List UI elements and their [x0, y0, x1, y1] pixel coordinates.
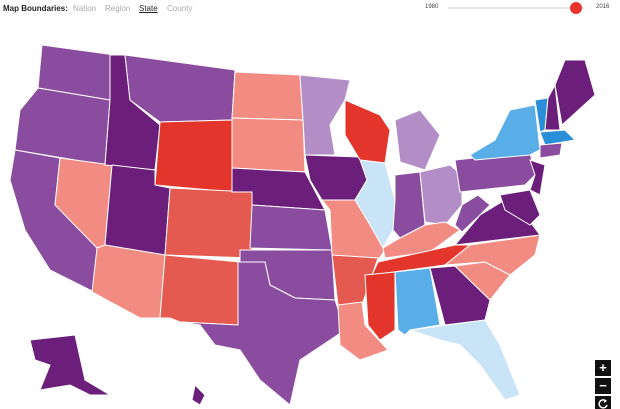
- boundaries-label: Map Boundaries:: [3, 4, 68, 13]
- state-region: [179, 261, 346, 406]
- slider-start: 1980: [425, 4, 439, 10]
- state-region: [159, 254, 241, 326]
- state-region: [409, 319, 521, 401]
- boundary-option[interactable]: Region: [105, 4, 131, 13]
- boundary-option[interactable]: County: [167, 4, 193, 13]
- state-region: [419, 164, 463, 226]
- state-region: [299, 74, 351, 156]
- zoom-in[interactable]: +: [595, 360, 611, 376]
- toolbar: Map Boundaries: Nation Region State Coun…: [0, 0, 620, 18]
- zoom-out[interactable]: −: [595, 378, 611, 394]
- state-region: [154, 119, 233, 193]
- state-region: [231, 117, 306, 173]
- state-region: [231, 71, 304, 121]
- year-slider[interactable]: [445, 0, 593, 18]
- slider-end: 2016: [596, 4, 610, 10]
- boundary-option[interactable]: State: [139, 4, 158, 13]
- state-region: [529, 159, 546, 196]
- reset-arrow: [604, 399, 607, 403]
- state-region: [443, 234, 541, 276]
- state-region: [364, 271, 396, 341]
- state-region: [429, 265, 491, 326]
- boundary-option[interactable]: Nation: [73, 4, 97, 13]
- state-region: [454, 194, 491, 233]
- state-region: [91, 244, 166, 319]
- state-region: [469, 104, 541, 161]
- state-region: [382, 221, 461, 259]
- us-map: [9, 44, 596, 406]
- state-region: [539, 129, 577, 146]
- state-region: [191, 383, 206, 406]
- state-region: [337, 301, 389, 361]
- reset-button[interactable]: [595, 396, 611, 409]
- state-region: [249, 204, 333, 251]
- state-region: [539, 142, 563, 159]
- state-region: [554, 59, 596, 126]
- slider-thumb[interactable]: [570, 2, 582, 14]
- state-region: [164, 187, 253, 259]
- state-region: [394, 109, 441, 171]
- state-region: [499, 189, 541, 226]
- state-region: [29, 334, 112, 396]
- reset-icon: [598, 399, 608, 409]
- state-region: [344, 99, 391, 164]
